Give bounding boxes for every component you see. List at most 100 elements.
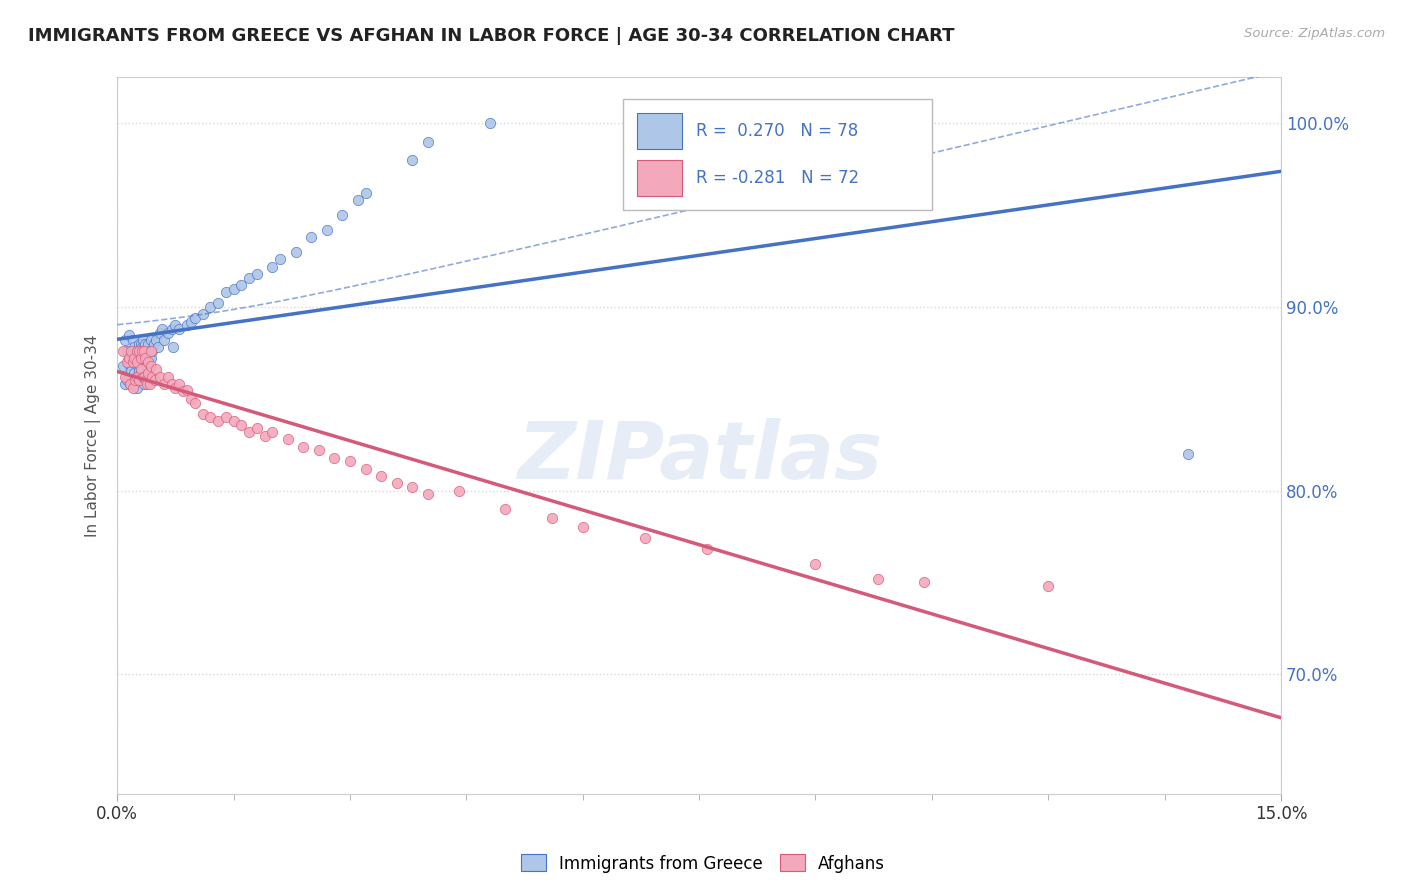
Point	[269, 252, 291, 267]
Point	[162, 340, 184, 354]
Point	[139, 344, 162, 359]
Point	[124, 351, 146, 366]
Point	[1038, 579, 1060, 593]
Point	[124, 340, 146, 354]
Point	[246, 267, 269, 281]
Point	[180, 315, 202, 329]
Bar	[637, 160, 682, 195]
Text: R =  0.270   N = 78: R = 0.270 N = 78	[696, 122, 858, 140]
Point	[634, 532, 657, 546]
Point	[385, 476, 408, 491]
Point	[207, 414, 229, 428]
Point	[115, 344, 138, 359]
Point	[122, 377, 145, 392]
Point	[346, 194, 368, 208]
Point	[128, 351, 150, 366]
Point	[176, 383, 198, 397]
Point	[145, 362, 167, 376]
Point	[114, 369, 136, 384]
Point	[134, 336, 156, 351]
Point	[169, 322, 191, 336]
Point	[191, 407, 214, 421]
Point	[308, 443, 330, 458]
Point	[246, 421, 269, 435]
Point	[165, 381, 187, 395]
Bar	[637, 113, 682, 149]
Point	[142, 336, 165, 351]
Point	[696, 542, 718, 557]
Point	[135, 377, 157, 392]
Point	[1177, 447, 1199, 461]
Point	[135, 374, 157, 388]
Text: Source: ZipAtlas.com: Source: ZipAtlas.com	[1244, 27, 1385, 40]
Point	[299, 230, 322, 244]
Point	[129, 351, 152, 366]
Point	[134, 369, 156, 384]
Point	[143, 374, 166, 388]
Text: IMMIGRANTS FROM GREECE VS AFGHAN IN LABOR FORCE | AGE 30-34 CORRELATION CHART: IMMIGRANTS FROM GREECE VS AFGHAN IN LABO…	[28, 27, 955, 45]
Point	[132, 333, 155, 347]
Point	[200, 410, 222, 425]
Point	[146, 340, 169, 354]
Point	[131, 340, 153, 354]
Point	[145, 333, 167, 347]
Point	[118, 351, 141, 366]
Point	[124, 351, 146, 366]
Point	[131, 351, 153, 366]
Point	[131, 362, 153, 376]
Point	[184, 311, 207, 326]
Point	[121, 381, 143, 395]
Point	[125, 374, 148, 388]
Point	[277, 432, 299, 446]
Point	[132, 344, 155, 359]
Point	[401, 480, 423, 494]
Point	[128, 344, 150, 359]
Point	[494, 502, 516, 516]
Point	[131, 344, 153, 359]
Point	[136, 366, 159, 380]
Point	[139, 359, 162, 373]
Point	[115, 374, 138, 388]
Point	[416, 487, 439, 501]
Point	[866, 572, 889, 586]
Point	[139, 333, 162, 347]
Point	[253, 428, 276, 442]
FancyBboxPatch shape	[623, 99, 932, 210]
Point	[118, 327, 141, 342]
Point	[571, 520, 593, 534]
Point	[121, 333, 143, 347]
Point	[180, 392, 202, 406]
Point	[115, 355, 138, 369]
Point	[114, 377, 136, 392]
Point	[354, 461, 377, 475]
Legend: Immigrants from Greece, Afghans: Immigrants from Greece, Afghans	[515, 847, 891, 880]
Point	[804, 557, 827, 571]
Point	[222, 282, 245, 296]
Point	[292, 440, 315, 454]
Point	[156, 369, 179, 384]
Point	[139, 377, 162, 392]
Point	[112, 344, 135, 359]
Point	[121, 355, 143, 369]
Point	[141, 369, 163, 384]
Point	[176, 318, 198, 333]
Point	[117, 353, 139, 368]
Point	[124, 366, 146, 380]
Point	[478, 116, 501, 130]
Point	[136, 336, 159, 351]
Point	[169, 377, 191, 392]
Point	[136, 355, 159, 369]
Point	[215, 285, 238, 300]
Point	[118, 377, 141, 392]
Point	[124, 374, 146, 388]
Point	[118, 377, 141, 392]
Point	[262, 260, 284, 274]
Point	[416, 135, 439, 149]
Point	[128, 374, 150, 388]
Point	[215, 410, 238, 425]
Point	[112, 359, 135, 373]
Point	[284, 244, 307, 259]
Point	[370, 469, 392, 483]
Point	[125, 369, 148, 384]
Point	[149, 369, 172, 384]
